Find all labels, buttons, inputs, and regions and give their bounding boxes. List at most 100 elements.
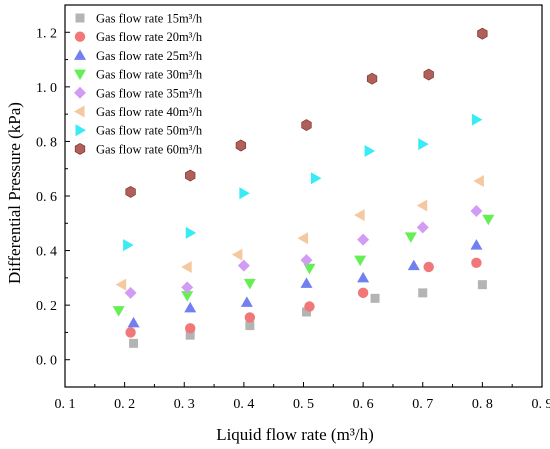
legend-label: Gas flow rate 30m³/h [96,68,203,82]
data-point [239,187,250,200]
data-point [354,209,365,222]
y-tick-label: 0. 0 [36,354,57,369]
data-point [237,259,250,272]
data-point [301,307,311,317]
x-tick-label: 0. 3 [174,397,195,412]
data-point [473,174,484,187]
y-tick-label: 0. 4 [36,245,57,260]
y-tick-label: 0. 2 [36,299,57,314]
y-axis-ticks: 0. 0 0. 2 0. 4 0. 6 0. 8 1. 0 1. 2 [36,26,70,388]
data-point [181,260,192,273]
series-group [112,214,495,317]
data-point [185,323,196,334]
data-point [243,278,256,290]
x-tick-label: 0. 8 [472,397,493,412]
data-point [482,214,495,226]
data-point [477,27,488,40]
data-point [407,259,420,271]
data-point [245,321,255,331]
data-point [477,280,487,290]
data-point [125,327,136,338]
data-point [423,68,434,81]
data-point [370,293,380,303]
series-group [125,27,488,198]
data-point [184,301,197,313]
data-point [471,257,482,269]
y-axis-label: Differential Pressure (kPa) [5,102,24,284]
data-point [185,330,195,340]
data-point [300,277,313,288]
legend-marker [74,31,86,42]
x-tick-label: 0. 7 [412,397,433,412]
x-axis-ticks: 0. 1 0. 2 0. 3 0. 4 0. 5 0. 6 0. 7 0. 8 0. 9 [55,382,550,412]
data-point [240,296,253,307]
data-point [185,169,196,182]
legend-marker [74,142,86,155]
legend-label: Gas flow rate 50m³/h [96,124,203,138]
data-point [181,291,194,302]
data-point [471,113,483,126]
legend-label: Gas flow rate 20m³/h [96,30,203,44]
y-tick-label: 0. 6 [36,190,57,205]
legend-marker [75,124,86,137]
data-point [310,172,322,185]
data-point [416,199,428,212]
legend-marker [74,86,86,99]
series-group [123,113,483,252]
legend-label: Gas flow rate 40m³/h [96,105,203,119]
x-tick-label: 0. 6 [353,397,374,412]
data-point [304,301,315,312]
data-points [112,27,495,348]
y-tick-label: 0. 8 [36,135,57,150]
data-point [300,254,313,267]
data-point [423,261,434,273]
legend-label: Gas flow rate 35m³/h [96,86,203,100]
legend-marker [74,49,86,60]
data-point [354,255,367,267]
legend-label: Gas flow rate 15m³/h [96,12,203,26]
data-point [123,239,134,252]
x-axis-label: Liquid flow rate (m³/h) [216,425,374,444]
data-point [181,281,194,294]
data-point [112,306,125,317]
data-point [127,316,140,328]
data-point [235,139,247,152]
data-point [418,138,429,151]
legend: Gas flow rate 15m³/h Gas flow rate 20m³/h… [74,12,203,156]
data-point [115,278,127,291]
series-group [124,205,483,299]
series-group [129,280,487,348]
y-tick-label: 1. 0 [36,81,57,96]
data-point [364,144,376,157]
data-point [357,287,369,299]
data-point [124,286,137,299]
x-tick-label: 0. 2 [114,397,135,412]
data-point [303,263,316,275]
data-point [416,221,429,234]
series-group [115,174,484,291]
data-point [357,233,370,246]
data-point [470,239,483,250]
data-point [301,119,312,132]
series-group [127,239,483,328]
data-point [357,271,370,283]
data-point [404,232,417,243]
legend-marker [74,105,85,118]
legend-label: Gas flow rate 60m³/h [96,142,203,156]
legend-label: Gas flow rate 25m³/h [96,49,203,63]
data-point [231,248,243,261]
data-point [244,312,256,323]
series-group [125,257,482,338]
legend-marker [75,13,85,23]
data-point [470,205,483,218]
legend-marker [74,69,86,81]
data-point [418,288,428,298]
data-point [185,226,197,239]
x-tick-label: 0. 4 [233,397,254,412]
data-point [366,72,378,85]
y-tick-label: 1. 2 [36,26,57,41]
x-tick-label: 0. 1 [55,397,76,412]
data-point [129,338,139,348]
